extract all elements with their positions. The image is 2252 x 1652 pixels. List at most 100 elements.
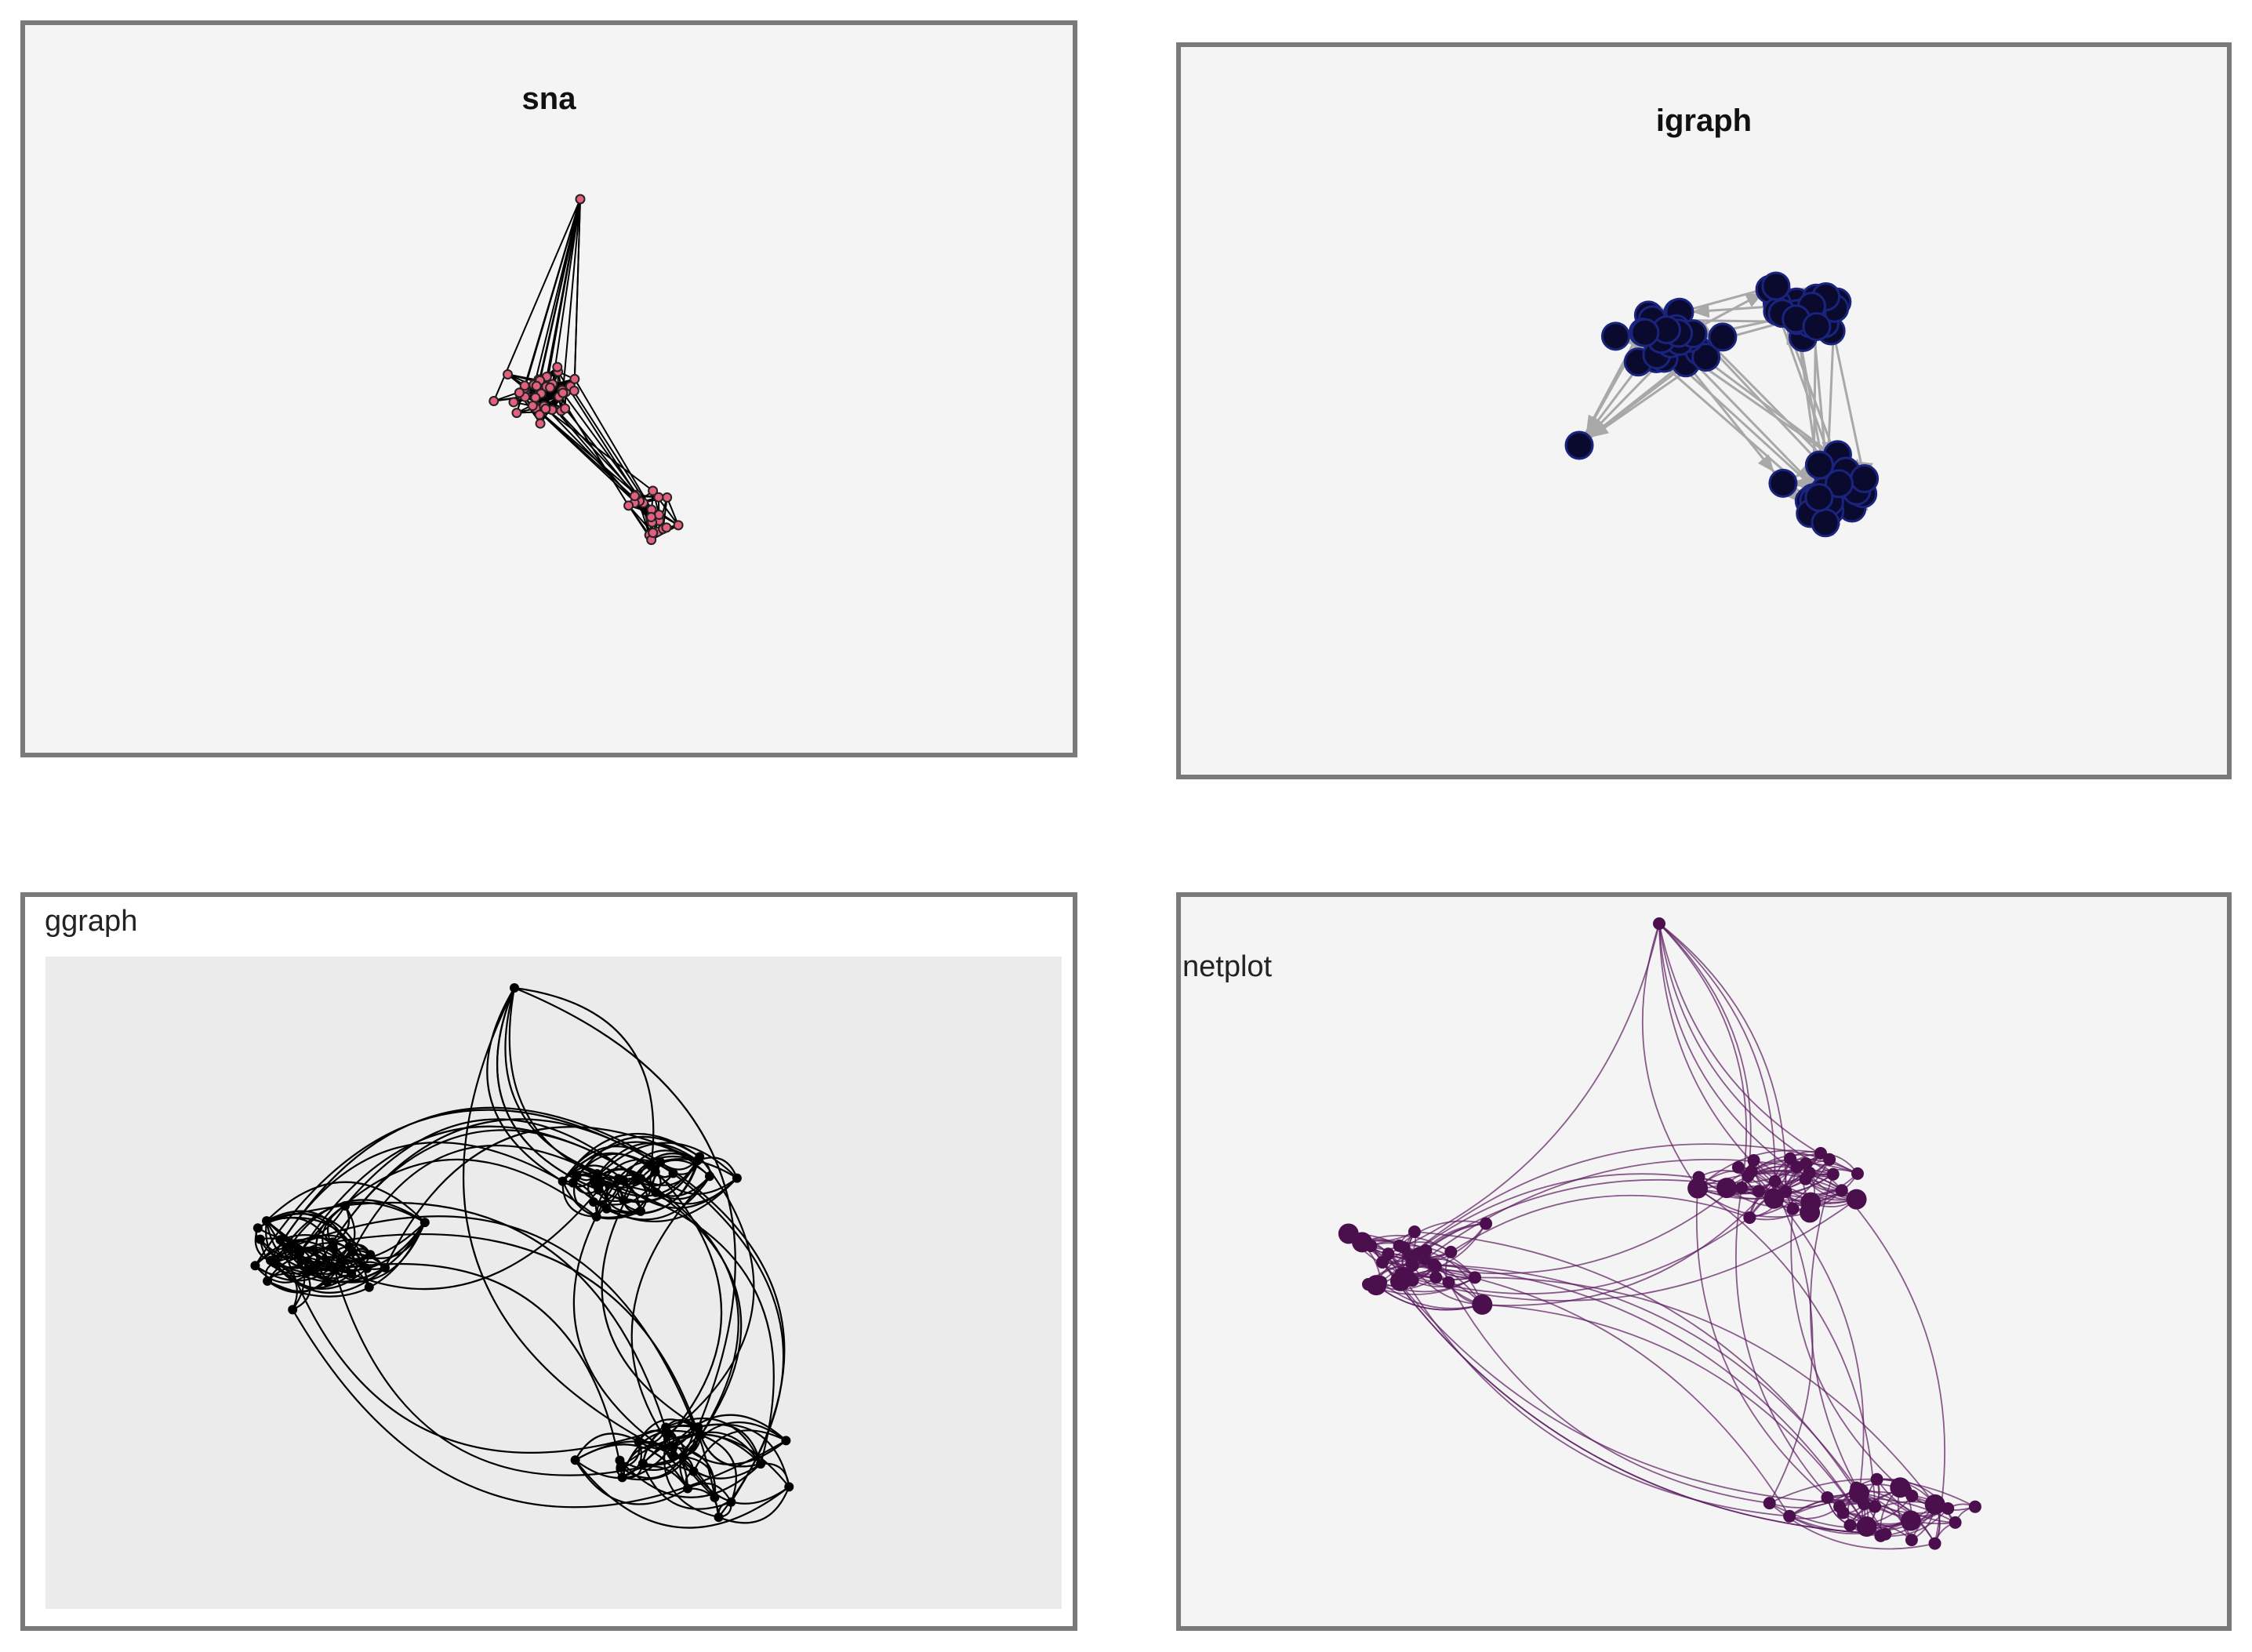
ggraph-edge	[266, 1210, 351, 1247]
netplot-node	[1442, 1276, 1455, 1289]
ggraph-node	[617, 1472, 627, 1483]
netplot-node	[1364, 1239, 1378, 1252]
ggraph-node	[616, 1462, 626, 1472]
ggraph-edge	[266, 1181, 426, 1223]
netplot-node	[1900, 1510, 1921, 1531]
netplot-node	[1968, 1500, 1981, 1513]
netplot-node	[1905, 1534, 1918, 1547]
ggraph-node	[262, 1216, 272, 1226]
sna-node	[489, 396, 499, 407]
sna-edge	[573, 198, 581, 379]
ggraph-edge	[640, 1178, 739, 1436]
netplot-node	[1874, 1529, 1887, 1542]
ggraph-node	[726, 1497, 736, 1507]
netplot-node	[1362, 1278, 1375, 1291]
sna-node	[569, 373, 580, 384]
netplot-edge	[1658, 923, 1776, 1199]
ggraph-node	[365, 1250, 376, 1260]
netplot-node	[1735, 1181, 1749, 1194]
netplot-node	[1743, 1211, 1756, 1224]
netplot-edge	[1370, 1245, 1886, 1535]
ggraph-node	[252, 1223, 263, 1233]
ggraph-edge	[700, 1434, 737, 1503]
ggraph-edge	[760, 1462, 790, 1487]
ggraph-edge	[601, 1182, 775, 1465]
sna-node	[535, 418, 546, 429]
igraph-node	[1802, 311, 1832, 341]
igraph-node	[1804, 450, 1834, 480]
igraph-panel: igraph	[1176, 42, 2232, 779]
netplot-node	[1949, 1516, 1962, 1529]
netplot-node	[1846, 1189, 1867, 1210]
ggraph-node	[250, 1261, 260, 1271]
netplot-edge	[1404, 1159, 1833, 1277]
sna-node	[545, 382, 556, 393]
netplot-node	[1858, 1498, 1871, 1511]
igraph-node	[1768, 468, 1798, 498]
sna-node	[629, 491, 640, 502]
sna-node	[508, 397, 519, 408]
igraph-node	[1850, 464, 1880, 494]
sna-node	[560, 403, 571, 414]
ggraph-node	[784, 1482, 794, 1492]
ggraph-node	[668, 1168, 678, 1178]
netplot-edge	[1375, 1284, 1483, 1311]
ggraph-edge	[576, 1172, 625, 1200]
ggraph-node	[589, 1197, 599, 1207]
ggraph-node	[678, 1451, 688, 1461]
igraph-arrowhead	[1691, 303, 1710, 318]
ggraph-edge	[659, 1161, 786, 1503]
netplot-node	[1687, 1178, 1709, 1199]
ggraph-edge	[561, 1152, 656, 1182]
ggraph-edge	[508, 987, 656, 1193]
igraph-node	[1708, 322, 1738, 352]
netplot-node	[1742, 1170, 1755, 1183]
ggraph-node	[302, 1268, 312, 1278]
netplot-network-plot	[1338, 917, 1981, 1550]
ggraph-edge	[332, 1233, 720, 1518]
sna-node	[531, 380, 542, 391]
ggraph-node	[668, 1450, 678, 1461]
sna-node	[623, 500, 634, 511]
ggraph-edge	[496, 987, 599, 1191]
sna-node	[514, 387, 525, 398]
ggraph-edge	[670, 1414, 787, 1448]
ggraph-edge	[288, 1246, 351, 1264]
ggraph-node	[510, 983, 519, 993]
ggraph-edge	[572, 1178, 674, 1457]
ggraph-node	[634, 1436, 644, 1447]
ggraph-node	[420, 1218, 430, 1228]
igraph-node	[1824, 469, 1854, 499]
netplot-node	[1835, 1184, 1848, 1197]
sna-edge	[551, 383, 630, 506]
ggraph-node	[710, 1492, 720, 1502]
ggraph-title: ggraph	[45, 905, 138, 938]
netplot-edge	[1388, 923, 1660, 1255]
netplot-node	[1823, 1153, 1836, 1166]
netplot-edge	[1433, 1264, 1858, 1488]
igraph-node	[1761, 271, 1791, 301]
netplot-node	[1843, 1519, 1857, 1532]
ggraph-node	[732, 1173, 742, 1183]
ggraph-node	[558, 1176, 568, 1186]
ggraph-node	[340, 1200, 351, 1211]
netplot-node	[1790, 1160, 1803, 1174]
netplot-edge	[1789, 1515, 1912, 1535]
ggraph-edge	[351, 1144, 598, 1253]
ggraph-edge	[279, 1239, 667, 1454]
sna-node	[568, 385, 579, 396]
netplot-node	[1716, 1178, 1738, 1199]
ggraph-edge	[352, 1222, 426, 1259]
netplot-edge	[1658, 923, 1748, 1188]
ggraph-edge	[594, 1142, 699, 1179]
sna-edge	[562, 392, 645, 504]
netplot-node	[1786, 1202, 1800, 1215]
sna-node	[511, 408, 522, 419]
igraph-node	[1564, 430, 1594, 460]
ggraph-edge	[514, 986, 655, 1167]
netplot-node	[1814, 1146, 1827, 1160]
netplot-node	[1731, 1160, 1745, 1174]
netplot-edge	[1658, 923, 1807, 1180]
netplot-edge	[1695, 1188, 1829, 1498]
sna-edge	[535, 407, 637, 496]
